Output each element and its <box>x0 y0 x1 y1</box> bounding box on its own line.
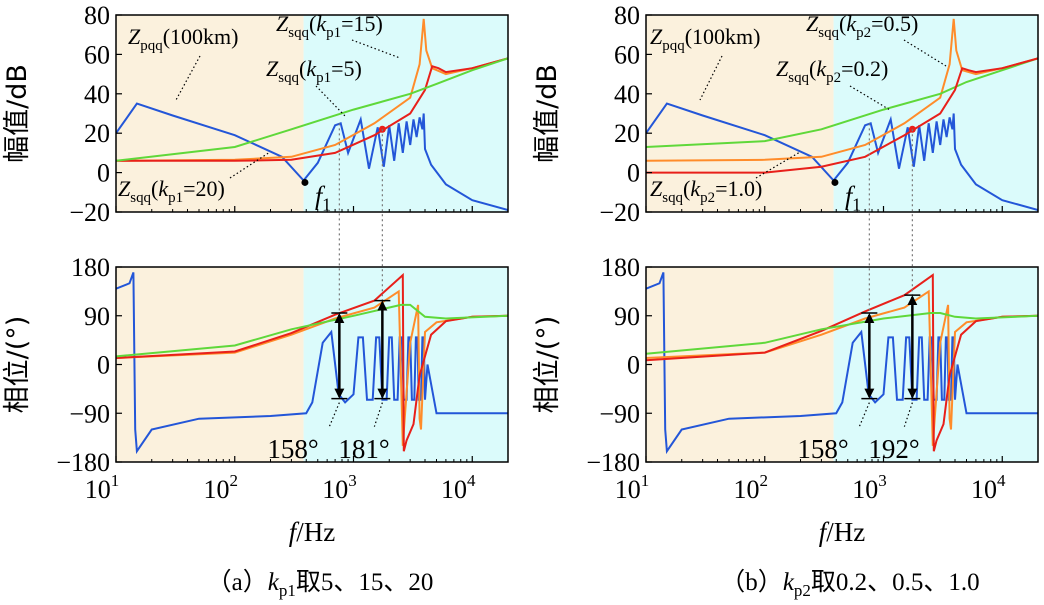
caption: （b）kp2取0.2、0.5、1.0 <box>720 568 979 600</box>
marker-0 <box>831 178 839 186</box>
arrow-leader-1 <box>373 402 383 427</box>
phase-bg-low <box>116 267 304 462</box>
xtick-label: 103 <box>322 471 357 504</box>
mag-series-1 <box>116 18 508 162</box>
phase-plot <box>646 272 1038 455</box>
phase-ytick-label: 90 <box>84 302 110 331</box>
mag-bg-high <box>833 15 1038 212</box>
mag-series-3 <box>116 57 508 162</box>
mag-series-0 <box>646 102 1038 211</box>
label-leader-2 <box>315 85 346 117</box>
x-axis-label: f/Hz <box>819 517 866 547</box>
label-leader-1 <box>903 39 947 67</box>
arrow-leader-1 <box>903 402 913 427</box>
phase-ytick-label: 0 <box>627 351 640 380</box>
chart-a: 80 60 40 20 0 −20 幅值/dB f1 Zpqq(100km) Zsqq(kp1=1… <box>2 1 509 600</box>
mag-series-1 <box>646 18 1038 162</box>
phase-bg-low <box>646 267 834 462</box>
series-label-3: Zsqq(kp1=20) <box>118 176 225 206</box>
series-label-1: Zsqq(kp2=0.5) <box>806 11 918 41</box>
series-label-0: Zpqq(100km) <box>128 24 238 54</box>
phase-diff-label-1: 192° <box>868 434 919 464</box>
mag-ytick-label: 40 <box>614 80 640 109</box>
phase-series-1 <box>116 289 508 446</box>
magnitude-plot <box>646 18 1038 211</box>
mag-ytick-label: −20 <box>599 198 640 227</box>
label-leader-3 <box>755 151 801 179</box>
xtick-label: 102 <box>204 471 239 504</box>
mag-ytick-label: 0 <box>627 159 640 188</box>
magnitude-plot <box>116 18 508 211</box>
phase-ytick-label: −90 <box>599 399 640 428</box>
label-leader-1 <box>351 39 401 59</box>
mag-ytick-label: 60 <box>614 40 640 69</box>
caption: （a）kp1取5、15、20 <box>207 568 434 600</box>
phase-series-3 <box>646 312 1038 355</box>
f1-label: f1 <box>845 181 861 214</box>
phase-plot <box>116 272 508 455</box>
series-label-2: Zsqq(kp1=5) <box>266 56 362 86</box>
mag-ylabel: 幅值/dB <box>2 64 33 163</box>
mag-ylabel: 幅值/dB <box>532 64 563 163</box>
f1-label: f1 <box>315 181 331 214</box>
phase-ytick-label: −180 <box>56 448 110 477</box>
series-label-1: Zsqq(kp1=15) <box>276 11 383 41</box>
marker-0 <box>301 178 309 186</box>
phase-diff-label-0: 158° <box>797 434 848 464</box>
mag-axes <box>115 14 509 213</box>
phase-ylabel: 相位/(°) <box>2 316 33 414</box>
mag-ytick-label: 0 <box>97 159 110 188</box>
arrow-leader-0 <box>328 402 340 427</box>
chart-b: 80 60 40 20 0 −20 幅值/dB f1 Zpqq(100km) Zsqq(kp2=0… <box>532 1 1039 600</box>
phase-ytick-label: −90 <box>69 399 110 428</box>
series-label-3: Zsqq(kp2=1.0) <box>650 176 762 206</box>
xtick-label: 104 <box>971 471 1006 504</box>
phase-ytick-label: 180 <box>601 253 640 282</box>
series-label-2: Zsqq(kp2=0.2) <box>776 56 888 86</box>
xtick-label: 101 <box>615 471 650 504</box>
mag-ytick-label: −20 <box>69 198 110 227</box>
phase-ytick-label: 90 <box>614 302 640 331</box>
phase-series-3 <box>116 303 508 358</box>
phase-diff-label-0: 158° <box>267 434 318 464</box>
mag-bg-high <box>303 15 508 212</box>
mag-ytick-label: 20 <box>614 119 640 148</box>
phase-series-2 <box>116 272 508 452</box>
mag-series-0 <box>116 102 508 211</box>
phase-ylabel: 相位/(°) <box>532 316 563 414</box>
mag-ytick-label: 20 <box>84 119 110 148</box>
mag-axes <box>645 14 1039 213</box>
mag-bg-low <box>116 15 304 212</box>
mag-series-3 <box>646 57 1038 174</box>
mag-series-2 <box>646 57 1038 148</box>
mag-ytick-label: 40 <box>84 80 110 109</box>
xtick-label: 104 <box>441 471 476 504</box>
mag-series-2 <box>116 57 508 162</box>
mag-ytick-label: 80 <box>614 1 640 30</box>
phase-ytick-label: 0 <box>97 351 110 380</box>
phase-ytick-label: −180 <box>586 448 640 477</box>
label-leader-0 <box>699 55 723 101</box>
phase-ytick-label: 180 <box>71 253 110 282</box>
mag-bg-low <box>646 15 834 212</box>
xtick-label: 103 <box>852 471 887 504</box>
x-axis-label: f/Hz <box>289 517 336 547</box>
phase-diff-label-1: 181° <box>338 434 389 464</box>
mag-ytick-label: 80 <box>84 1 110 30</box>
xtick-label: 102 <box>734 471 769 504</box>
mag-ytick-label: 60 <box>84 40 110 69</box>
series-label-0: Zpqq(100km) <box>650 24 760 54</box>
phase-series-1 <box>646 289 1038 446</box>
arrow-leader-0 <box>858 402 870 427</box>
label-leader-0 <box>175 55 201 101</box>
xtick-label: 101 <box>85 471 120 504</box>
